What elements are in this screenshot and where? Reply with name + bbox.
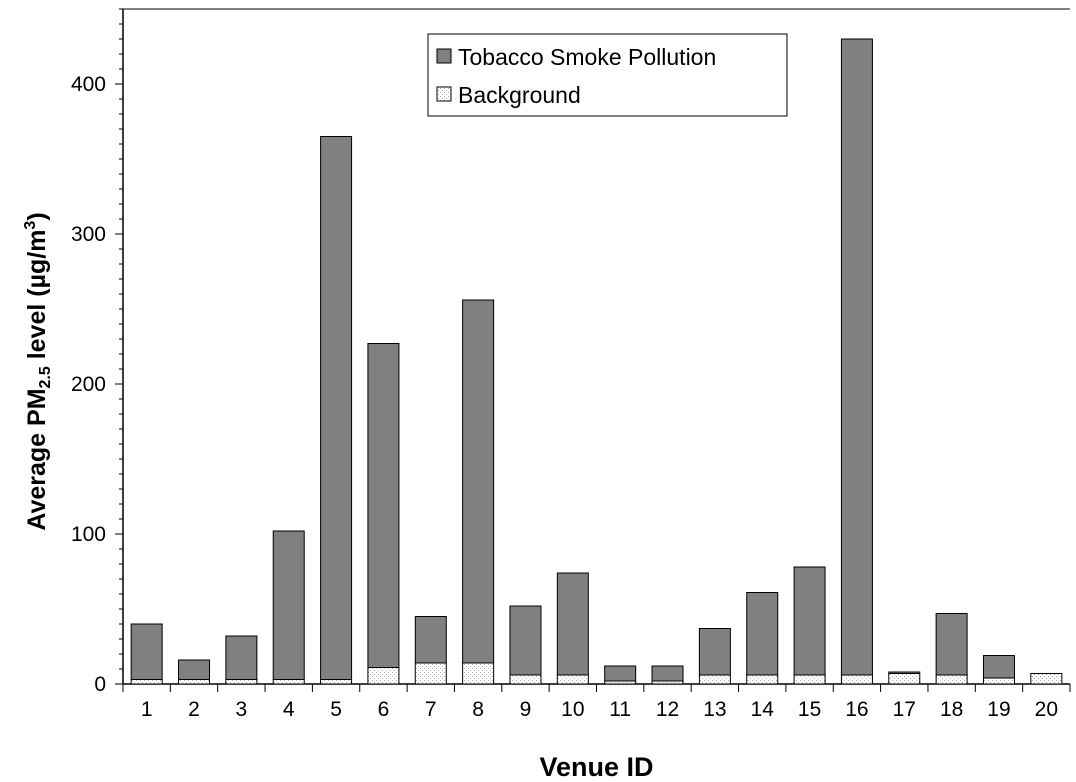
bar-tobacco-smoke — [556, 572, 589, 676]
bar-background — [414, 662, 447, 685]
legend-swatch — [436, 48, 452, 64]
bar-tobacco-smoke — [604, 665, 637, 682]
x-tick-label: 7 — [425, 698, 437, 721]
x-tick-label: 20 — [1035, 698, 1058, 721]
x-axis-title: Venue ID — [539, 752, 653, 782]
x-tick-label: 10 — [561, 698, 584, 721]
bar-background — [1030, 673, 1063, 685]
bar-tobacco-smoke — [367, 343, 400, 668]
x-tick-label: 2 — [188, 698, 200, 721]
x-tick-label: 19 — [987, 698, 1010, 721]
x-tick-label: 15 — [798, 698, 821, 721]
bars — [130, 38, 1063, 685]
bar-background — [888, 673, 921, 685]
x-tick-label: 16 — [845, 698, 868, 721]
bar-tobacco-smoke — [462, 299, 495, 664]
x-tick-label: 11 — [609, 698, 631, 721]
x-tick-label: 13 — [703, 698, 726, 721]
x-tick-label: 9 — [520, 698, 532, 721]
x-tick-label: 12 — [656, 698, 679, 721]
bar-background — [840, 674, 873, 685]
bar-tobacco-smoke — [651, 665, 684, 682]
legend: Tobacco Smoke Pollution Background — [427, 33, 788, 117]
bar-tobacco-smoke — [225, 635, 258, 680]
bar-background — [178, 679, 211, 685]
y-tick-label: 200 — [71, 373, 106, 396]
bar-background — [272, 679, 305, 685]
y-tick-label: 100 — [71, 523, 106, 546]
bar-tobacco-smoke — [888, 671, 921, 674]
bar-tobacco-smoke — [982, 655, 1015, 679]
legend-label: Tobacco Smoke Pollution — [458, 44, 716, 70]
bar-background — [793, 674, 826, 685]
bar-background — [935, 674, 968, 685]
bar-tobacco-smoke — [130, 623, 163, 680]
bar-background — [698, 674, 731, 685]
bar-tobacco-smoke — [840, 38, 873, 676]
legend-label: Background — [458, 82, 581, 108]
x-tick-label: 5 — [330, 698, 342, 721]
bar-background — [462, 662, 495, 685]
x-tick-label: 6 — [378, 698, 390, 721]
legend-box — [427, 33, 788, 117]
bar-tobacco-smoke — [509, 605, 542, 676]
x-tick-label: 14 — [751, 698, 775, 721]
bar-background — [320, 679, 353, 685]
bar-background — [367, 667, 400, 685]
bar-background — [225, 679, 258, 685]
bar-background — [509, 674, 542, 685]
y-axis-title: Average PM2.5 level (µg/m3) — [22, 212, 54, 530]
legend-swatch — [436, 86, 452, 102]
bar-background — [982, 677, 1015, 685]
bar-tobacco-smoke — [178, 659, 211, 680]
y-tick-label: 400 — [71, 73, 106, 96]
bar-background — [746, 674, 779, 685]
bar-tobacco-smoke — [746, 592, 779, 676]
bar-background — [130, 679, 163, 685]
bar-tobacco-smoke — [320, 136, 353, 680]
x-tick-label: 3 — [236, 698, 248, 721]
bar-tobacco-smoke — [414, 616, 447, 664]
bar-tobacco-smoke — [698, 628, 731, 676]
x-tick-label: 1 — [141, 698, 153, 721]
bar-tobacco-smoke — [935, 613, 968, 676]
bar-tobacco-smoke — [793, 566, 826, 676]
x-tick-label: 18 — [940, 698, 963, 721]
y-tick-label: 300 — [71, 223, 106, 246]
x-tick-label: 4 — [283, 698, 295, 721]
x-tick-label: 8 — [472, 698, 484, 721]
x-tick-label: 17 — [893, 698, 916, 721]
bar-tobacco-smoke — [272, 530, 305, 680]
y-tick-label: 0 — [94, 673, 106, 696]
bar-background — [556, 674, 589, 685]
